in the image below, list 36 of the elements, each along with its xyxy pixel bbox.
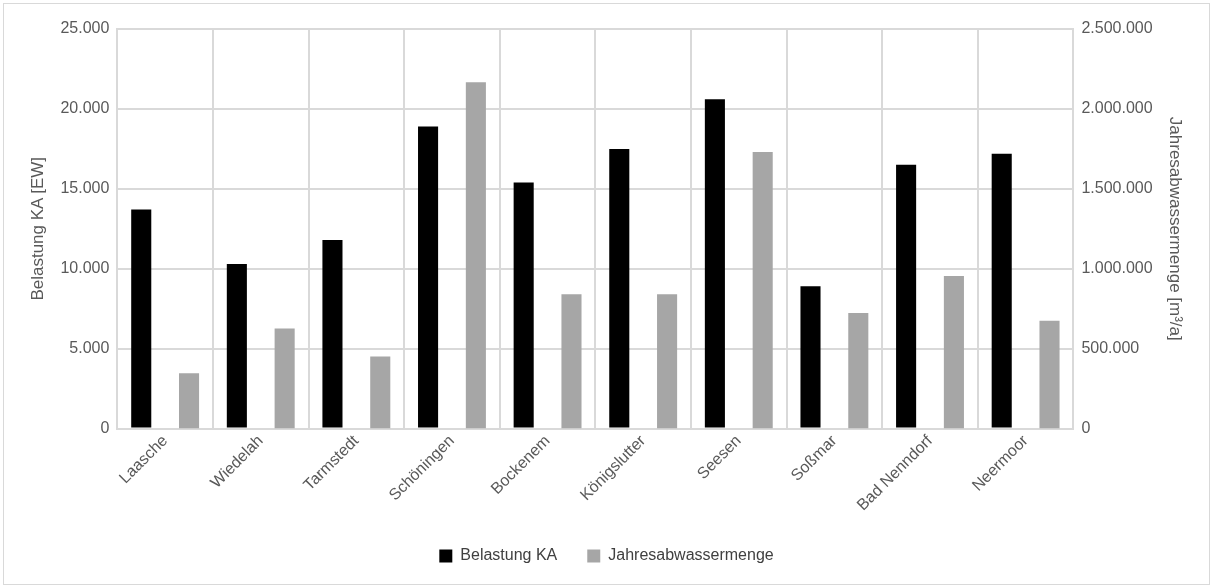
bar (561, 294, 582, 429)
bar (131, 209, 152, 428)
y-tick-label: 15.000 (60, 179, 110, 197)
bar (704, 99, 725, 428)
bar (752, 151, 773, 429)
bar (465, 82, 486, 429)
bar (800, 286, 821, 428)
y2-tick-label: 1.500.000 (1081, 179, 1153, 197)
y-tick-label: 25.000 (60, 19, 110, 37)
bar (322, 239, 343, 428)
y2-tick-label: 0 (1081, 419, 1091, 437)
y2-tick-label: 2.000.000 (1081, 99, 1153, 117)
y-tick-label: 10.000 (60, 259, 110, 277)
y2-tick-label: 1.000.000 (1081, 259, 1153, 277)
bar (609, 148, 630, 428)
bar (370, 356, 391, 429)
y-tick-label: 0 (100, 419, 110, 437)
bar (1039, 320, 1060, 429)
bar (896, 164, 917, 428)
y2-tick-label: 500.000 (1081, 339, 1140, 357)
y2-axis-title: Jahresabwassermenge [m³/a] (1166, 116, 1186, 341)
legend-label: Belastung KA (460, 546, 558, 564)
bar (848, 313, 869, 429)
legend-label: Jahresabwassermenge (608, 546, 774, 564)
y-tick-label: 5.000 (69, 339, 110, 357)
bar (226, 263, 247, 428)
bar (179, 373, 200, 429)
y-axis-title: Belastung KA [EW] (27, 156, 47, 301)
bar (274, 328, 295, 429)
bar (943, 276, 964, 429)
bar (657, 294, 678, 429)
bar (513, 182, 534, 428)
y-tick-label: 20.000 (60, 99, 110, 117)
y2-tick-label: 2.500.000 (1081, 19, 1153, 37)
bar (418, 126, 439, 428)
bar (991, 153, 1012, 428)
